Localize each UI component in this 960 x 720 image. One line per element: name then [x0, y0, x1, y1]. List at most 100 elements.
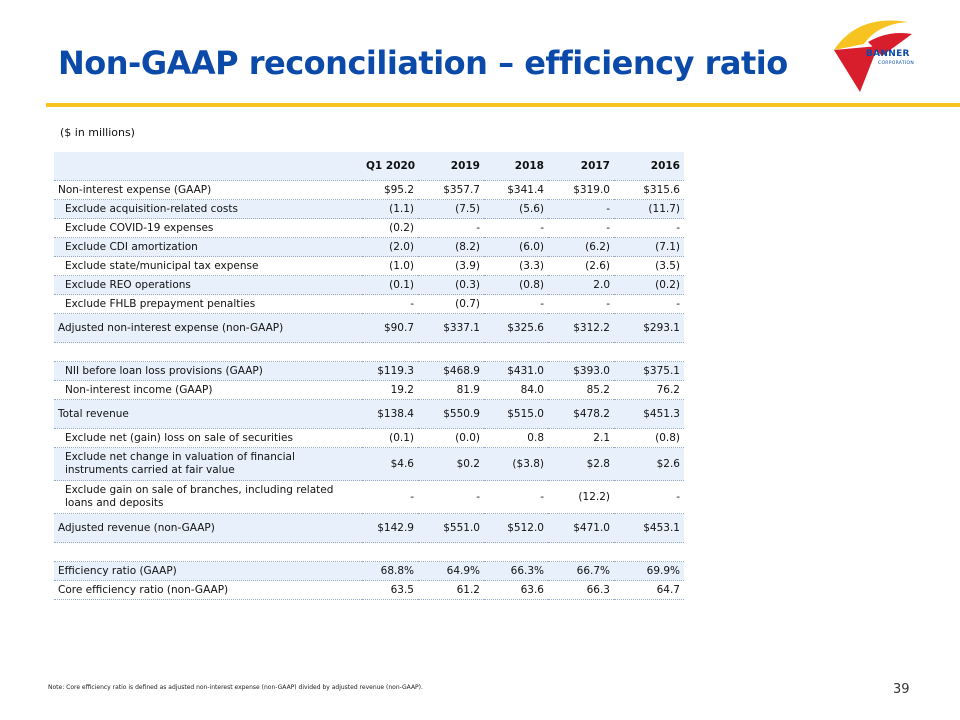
cell-value: (5.6) — [484, 199, 548, 219]
row-label: Exclude net change in valuation of finan… — [54, 447, 362, 481]
cell-value: $95.2 — [362, 180, 418, 200]
cell-value: (1.0) — [362, 256, 418, 276]
row-label: Exclude REO operations — [54, 275, 362, 295]
table-row: Core efficiency ratio (non-GAAP) 63.5 61… — [54, 580, 684, 600]
cell-value: - — [418, 480, 484, 514]
cell-value: 2.0 — [548, 275, 614, 295]
cell-value: $319.0 — [548, 180, 614, 200]
row-label: NII before loan loss provisions (GAAP) — [54, 361, 362, 381]
cell-value: $0.2 — [418, 447, 484, 481]
table-row: Exclude acquisition-related costs (1.1) … — [54, 199, 684, 219]
table-row: Exclude net (gain) loss on sale of secur… — [54, 428, 684, 448]
row-label: Exclude gain on sale of branches, includ… — [54, 480, 362, 514]
cell-value: $315.6 — [614, 180, 684, 200]
logo-wordmark: BANNER — [866, 49, 910, 59]
row-label: Exclude state/municipal tax expense — [54, 256, 362, 276]
cell-value: - — [484, 218, 548, 238]
cell-value: $451.3 — [614, 399, 684, 429]
table-row: Efficiency ratio (GAAP) 68.8% 64.9% 66.3… — [54, 561, 684, 581]
cell-value: 68.8% — [362, 561, 418, 581]
row-label: Total revenue — [54, 399, 362, 429]
cell-value: - — [484, 294, 548, 314]
column-header: Q1 2020 — [362, 152, 418, 181]
table-row: Exclude gain on sale of branches, includ… — [54, 480, 684, 514]
cell-value: (7.5) — [418, 199, 484, 219]
cell-value: 19.2 — [362, 380, 418, 400]
cell-value: (0.1) — [362, 428, 418, 448]
footnote: Note: Core efficiency ratio is defined a… — [48, 684, 423, 691]
row-label: Efficiency ratio (GAAP) — [54, 561, 362, 581]
row-label: Adjusted non-interest expense (non-GAAP) — [54, 313, 362, 343]
cell-value: $325.6 — [484, 313, 548, 343]
page-title: Non-GAAP reconciliation – efficiency rat… — [58, 44, 788, 82]
cell-value: $550.9 — [418, 399, 484, 429]
row-label: Exclude CDI amortization — [54, 237, 362, 257]
cell-value: - — [614, 480, 684, 514]
cell-value: 0.8 — [484, 428, 548, 448]
cell-value: (0.0) — [418, 428, 484, 448]
cell-value: (6.0) — [484, 237, 548, 257]
cell-value: - — [614, 294, 684, 314]
cell-value: $90.7 — [362, 313, 418, 343]
cell-value: (0.7) — [418, 294, 484, 314]
cell-value: 61.2 — [418, 580, 484, 600]
cell-value: $357.7 — [418, 180, 484, 200]
cell-value: 2.1 — [548, 428, 614, 448]
table-row: Non-interest income (GAAP) 19.2 81.9 84.… — [54, 380, 684, 400]
row-label: Non-interest expense (GAAP) — [54, 180, 362, 200]
column-header: 2019 — [418, 152, 484, 181]
column-header: 2017 — [548, 152, 614, 181]
cell-value: (8.2) — [418, 237, 484, 257]
cell-value: - — [418, 218, 484, 238]
cell-value: 81.9 — [418, 380, 484, 400]
cell-value: 66.3 — [548, 580, 614, 600]
table-row: Adjusted non-interest expense (non-GAAP)… — [54, 313, 684, 343]
cell-value: (12.2) — [548, 480, 614, 514]
table-row: Exclude COVID-19 expenses (0.2) - - - - — [54, 218, 684, 238]
cell-value: $293.1 — [614, 313, 684, 343]
row-label: Exclude acquisition-related costs — [54, 199, 362, 219]
cell-value: (6.2) — [548, 237, 614, 257]
cell-value: (2.6) — [548, 256, 614, 276]
row-label: Exclude net (gain) loss on sale of secur… — [54, 428, 362, 448]
cell-value: ($3.8) — [484, 447, 548, 481]
cell-value: - — [548, 218, 614, 238]
cell-value: - — [548, 199, 614, 219]
column-header: 2016 — [614, 152, 684, 181]
cell-value: - — [484, 480, 548, 514]
cell-value: $393.0 — [548, 361, 614, 381]
title-divider — [46, 103, 960, 107]
cell-value: 84.0 — [484, 380, 548, 400]
cell-value: 64.7 — [614, 580, 684, 600]
cell-value: - — [548, 294, 614, 314]
spacer-row — [54, 542, 684, 562]
cell-value: (0.2) — [362, 218, 418, 238]
cell-value: - — [362, 480, 418, 514]
cell-value: (0.2) — [614, 275, 684, 295]
cell-value: $453.1 — [614, 513, 684, 543]
table-row: Exclude net change in valuation of finan… — [54, 447, 684, 481]
cell-value: $512.0 — [484, 513, 548, 543]
cell-value: 64.9% — [418, 561, 484, 581]
table-row: Exclude REO operations (0.1) (0.3) (0.8)… — [54, 275, 684, 295]
cell-value: $138.4 — [362, 399, 418, 429]
row-label: Adjusted revenue (non-GAAP) — [54, 513, 362, 543]
header-label-cell — [54, 152, 362, 181]
cell-value: 66.3% — [484, 561, 548, 581]
page-number: 39 — [893, 682, 910, 697]
cell-value: - — [614, 218, 684, 238]
row-label: Core efficiency ratio (non-GAAP) — [54, 580, 362, 600]
row-label: Exclude COVID-19 expenses — [54, 218, 362, 238]
cell-value: (3.3) — [484, 256, 548, 276]
cell-value: 69.9% — [614, 561, 684, 581]
row-label: Non-interest income (GAAP) — [54, 380, 362, 400]
cell-value: $312.2 — [548, 313, 614, 343]
cell-value: $551.0 — [418, 513, 484, 543]
table-header-row: Q1 2020 2019 2018 2017 2016 — [54, 152, 684, 181]
logo-subtitle: CORPORATION — [878, 61, 915, 66]
cell-value: $478.2 — [548, 399, 614, 429]
table-row: Adjusted revenue (non-GAAP) $142.9 $551.… — [54, 513, 684, 543]
cell-value: (3.9) — [418, 256, 484, 276]
cell-value: $515.0 — [484, 399, 548, 429]
cell-value: 63.5 — [362, 580, 418, 600]
